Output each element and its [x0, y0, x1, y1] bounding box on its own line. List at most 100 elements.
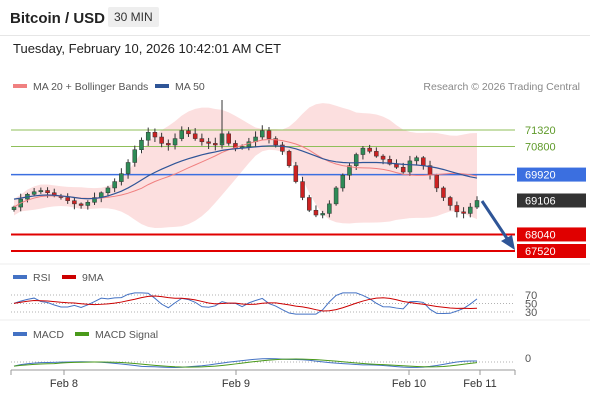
- candle-body: [213, 143, 218, 146]
- macd-panel: 0: [11, 353, 531, 369]
- main-plot-area: 71320 70800 69920 69106 68040 67520: [11, 100, 586, 258]
- level-label-71320: 71320: [525, 125, 556, 137]
- forecast-arrow: [480, 200, 515, 250]
- candle-body: [434, 174, 439, 189]
- rsi-level-label-30: 30: [525, 307, 537, 319]
- candle-body: [387, 159, 393, 165]
- candle-body: [400, 167, 406, 173]
- ma50-legend-swatch: [155, 84, 169, 88]
- rsi-line: [13, 292, 478, 315]
- candle-body: [85, 202, 91, 206]
- candle-body: [125, 162, 131, 174]
- candle-body: [447, 197, 453, 206]
- candle-body: [72, 200, 77, 205]
- candle-body: [192, 133, 198, 139]
- level-box-69106: [517, 193, 586, 208]
- candle-body: [320, 213, 325, 216]
- candle-body: [347, 165, 352, 176]
- rsi-level-label-50: 50: [525, 299, 537, 311]
- candle-body: [119, 173, 124, 182]
- candle-body: [105, 187, 111, 193]
- timestamp: Tuesday, February 10, 2026 10:42:01 AM C…: [13, 41, 282, 56]
- candle-body: [92, 197, 97, 203]
- level-label-67520: 67520: [525, 246, 556, 258]
- rsi-ma-line: [13, 295, 478, 312]
- candle-body: [374, 151, 379, 157]
- level-label-69106: 69106: [525, 195, 556, 207]
- candle-body: [327, 203, 332, 214]
- candle-body: [65, 197, 70, 201]
- candle-body: [454, 205, 460, 213]
- bollinger-band: [14, 103, 477, 228]
- macd-signal-legend-swatch: [75, 332, 89, 336]
- candle-body: [441, 187, 446, 198]
- candle-body: [266, 130, 272, 139]
- macd-signal-line: [13, 358, 478, 368]
- x-tick-label: Feb 8: [50, 378, 78, 390]
- candle-body: [152, 131, 158, 138]
- candle-body: [11, 206, 17, 210]
- candle-body: [273, 138, 278, 146]
- ma50-legend-label: MA 50: [175, 81, 205, 93]
- x-tick-label: Feb 10: [392, 378, 426, 390]
- level-label-68040: 68040: [525, 229, 556, 241]
- candle-body: [38, 190, 44, 193]
- macd-signal-legend-label: MACD Signal: [95, 329, 158, 341]
- level-box-69920: [517, 167, 586, 182]
- instrument-title: Bitcoin / USD: [10, 10, 106, 27]
- candle-body: [360, 147, 366, 155]
- ma20-legend-label: MA 20 + Bollinger Bands: [33, 81, 148, 93]
- rsi-legend-label: RSI: [33, 272, 51, 284]
- rsi-level-label-70: 70: [525, 290, 537, 302]
- candle-body: [145, 131, 151, 141]
- candle-body: [260, 130, 265, 138]
- candle-body: [313, 209, 319, 216]
- candle-body: [286, 151, 292, 166]
- candle-body: [461, 211, 466, 214]
- candle-body: [179, 130, 185, 139]
- level-label-70800: 70800: [525, 142, 556, 154]
- candle-body: [280, 144, 285, 152]
- macd-legend-swatch: [13, 332, 27, 336]
- candle-body: [186, 130, 191, 135]
- candle-body: [233, 143, 238, 149]
- ma50-line: [13, 145, 478, 200]
- level-box-68040: [517, 227, 586, 242]
- candle-body: [474, 200, 480, 208]
- candle-body: [172, 138, 178, 146]
- candle-body: [159, 136, 164, 144]
- candle-body: [45, 190, 50, 193]
- chart-header: Bitcoin / USD 30 MIN: [0, 0, 590, 36]
- candle-body: [380, 155, 386, 160]
- candle-body: [226, 133, 231, 144]
- candle-body: [340, 174, 346, 189]
- x-tick-label: Feb 11: [463, 378, 496, 390]
- macd-zero-label: 0: [525, 353, 531, 365]
- ma20-legend-swatch: [13, 84, 27, 88]
- timeframe-badge[interactable]: 30 MIN: [108, 7, 159, 27]
- rsi-legend-swatch: [13, 275, 27, 279]
- candle-body: [199, 138, 205, 143]
- candle-body: [31, 191, 37, 195]
- candle-body: [333, 187, 339, 205]
- research-credit: Research © 2026 Trading Central: [423, 81, 580, 93]
- candle-body: [78, 203, 84, 206]
- candle-body: [468, 206, 473, 214]
- x-axis: Feb 8 Feb 9 Feb 10 Feb 11: [10, 370, 516, 390]
- candle-body: [206, 141, 211, 144]
- candle-body: [353, 154, 359, 166]
- candle-body: [407, 160, 413, 173]
- candle-body: [112, 181, 117, 189]
- rsi-ma-legend-swatch: [62, 275, 76, 279]
- rsi-ma-legend-label: 9MA: [82, 272, 104, 284]
- candle-body: [293, 165, 299, 182]
- candle-body: [414, 157, 419, 162]
- candle-body: [166, 143, 171, 146]
- candle-body: [394, 163, 399, 168]
- candle-body: [306, 197, 312, 211]
- level-box-67520: [517, 244, 586, 258]
- candle-body: [300, 181, 305, 198]
- candle-body: [421, 157, 426, 166]
